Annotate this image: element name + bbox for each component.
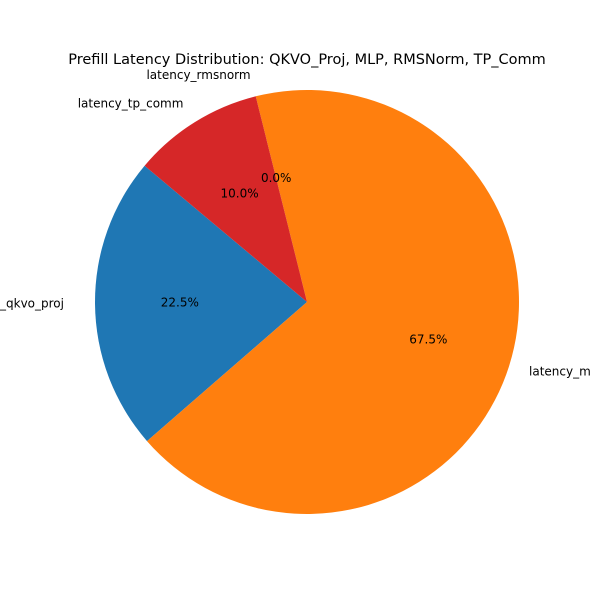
pie-slice-latency-tp-comm bbox=[144, 96, 307, 302]
pct-label-latency-mlp: 67.5% bbox=[409, 333, 447, 347]
pct-label-latency-qkvo-proj: 22.5% bbox=[161, 296, 199, 310]
category-label-latency-rmsnorm: latency_rmsnorm bbox=[146, 68, 250, 82]
pie-slices bbox=[94, 89, 519, 515]
pct-label-latency-rmsnorm: 0.0% bbox=[261, 171, 292, 185]
pie-slice-latency-qkvo-proj bbox=[94, 165, 307, 442]
category-label-latency-tp-comm: latency_tp_comm bbox=[78, 97, 184, 111]
pie-labels: 22.5% _qkvo_proj 67.5% latency_m 0.0% latency… bbox=[0, 68, 591, 378]
pct-label-latency-tp-comm: 10.0% bbox=[221, 187, 259, 201]
category-label-latency-mlp: latency_m bbox=[529, 365, 591, 379]
pie-slice-latency-mlp bbox=[147, 89, 519, 515]
chart-title: Prefill Latency Distribution: QKVO_Proj,… bbox=[68, 52, 546, 68]
category-label-latency-qkvo-proj: _qkvo_proj bbox=[0, 297, 64, 311]
